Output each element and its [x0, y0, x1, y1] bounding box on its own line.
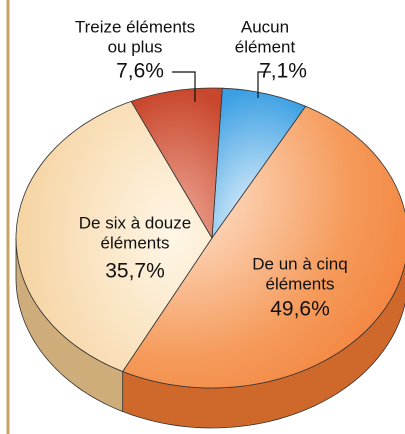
value-label: 7,6%	[116, 60, 164, 83]
category-label: éléments	[101, 233, 170, 252]
slice	[122, 105, 405, 389]
value-label: 35,7%	[105, 260, 165, 283]
category-label: éléments	[266, 274, 335, 293]
category-label: Treize éléments	[75, 17, 195, 36]
value-label: 7,1%	[259, 60, 307, 83]
slice	[15, 100, 213, 372]
category-label: élément	[235, 37, 296, 56]
pie	[15, 87, 405, 429]
category-label: Aucun	[241, 17, 289, 36]
value-label: 49,6%	[270, 298, 330, 321]
category-label: ou plus	[108, 37, 163, 56]
category-label: De un à cinq	[252, 254, 347, 273]
leader-line	[257, 71, 271, 98]
slice	[130, 87, 223, 240]
category-label: De six à douze	[79, 213, 191, 232]
leader-line	[172, 71, 196, 102]
